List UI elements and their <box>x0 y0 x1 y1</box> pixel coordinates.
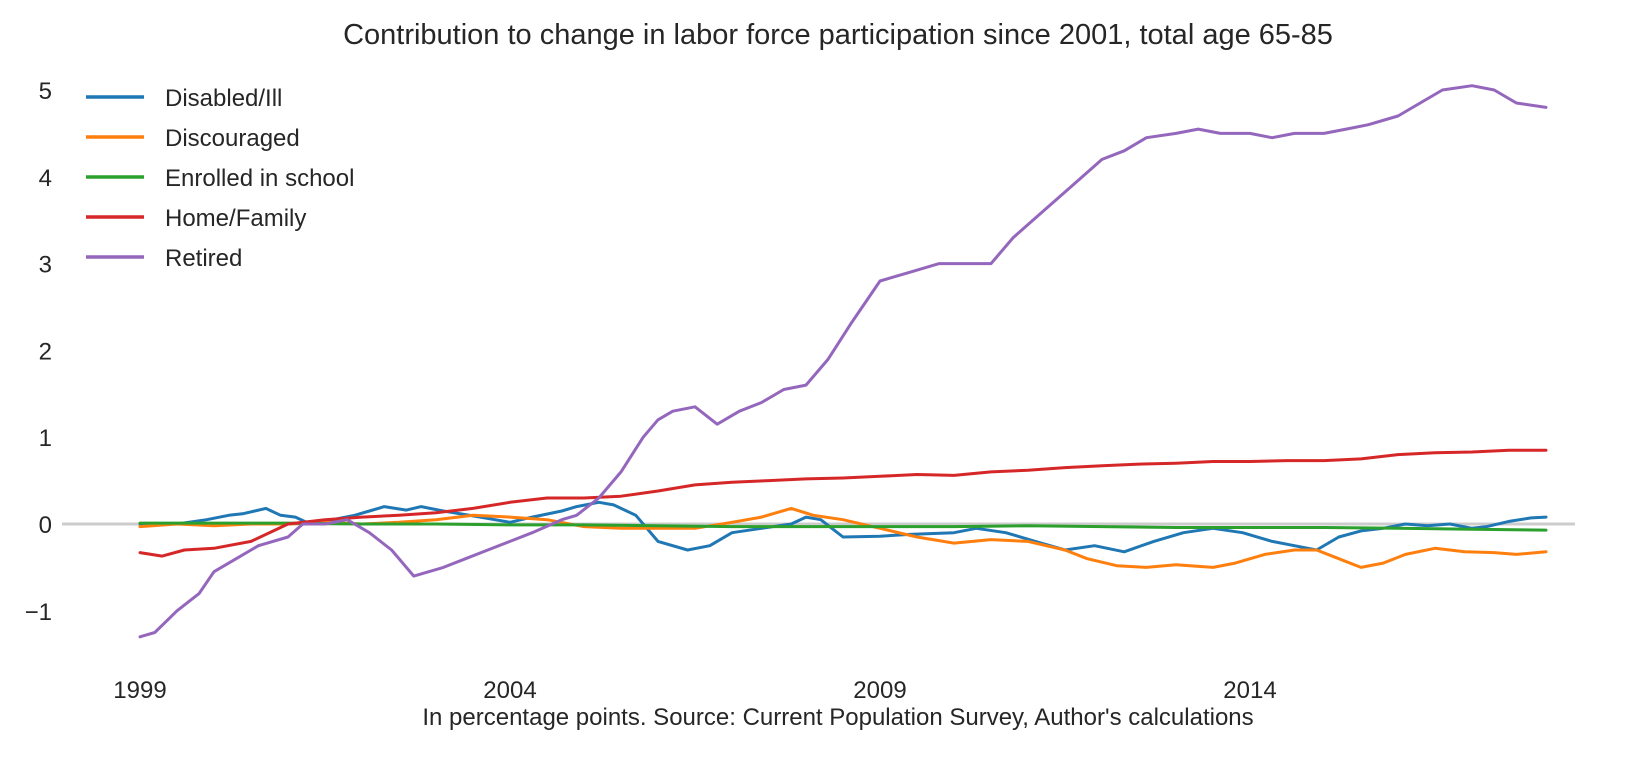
y-tick-label: 2 <box>39 338 52 365</box>
x-tick-label: 2004 <box>483 677 536 704</box>
legend: Disabled/Ill Discouraged Enrolled in schoo… <box>86 85 354 272</box>
y-tick-label: 1 <box>39 425 52 452</box>
x-axis-ticks: 1999 2004 2009 2014 <box>113 677 1276 704</box>
x-axis-label: In percentage points. Source: Current Po… <box>422 704 1253 731</box>
series-line-discouraged <box>138 506 1548 569</box>
series-line-retired <box>138 84 1548 639</box>
legend-label: Enrolled in school <box>165 165 354 192</box>
y-tick-label: −1 <box>25 599 52 626</box>
y-axis-ticks: −1 0 1 2 3 4 5 <box>25 78 52 626</box>
legend-label: Home/Family <box>165 205 306 232</box>
y-tick-label: 5 <box>39 78 52 105</box>
series-lines <box>138 84 1548 639</box>
y-tick-label: 3 <box>39 252 52 279</box>
x-tick-label: 2014 <box>1223 677 1276 704</box>
legend-label: Discouraged <box>165 125 300 152</box>
series-line-disabled-ill <box>138 500 1548 554</box>
x-tick-label: 1999 <box>113 677 166 704</box>
series-line-home-family <box>138 448 1548 558</box>
series-line-enrolled-in-school <box>138 521 1548 532</box>
legend-label: Retired <box>165 245 242 272</box>
chart-title: Contribution to change in labor force pa… <box>343 19 1333 51</box>
x-tick-label: 2009 <box>853 677 906 704</box>
legend-label: Disabled/Ill <box>165 85 282 112</box>
y-tick-label: 0 <box>39 512 52 539</box>
y-tick-label: 4 <box>39 165 52 192</box>
